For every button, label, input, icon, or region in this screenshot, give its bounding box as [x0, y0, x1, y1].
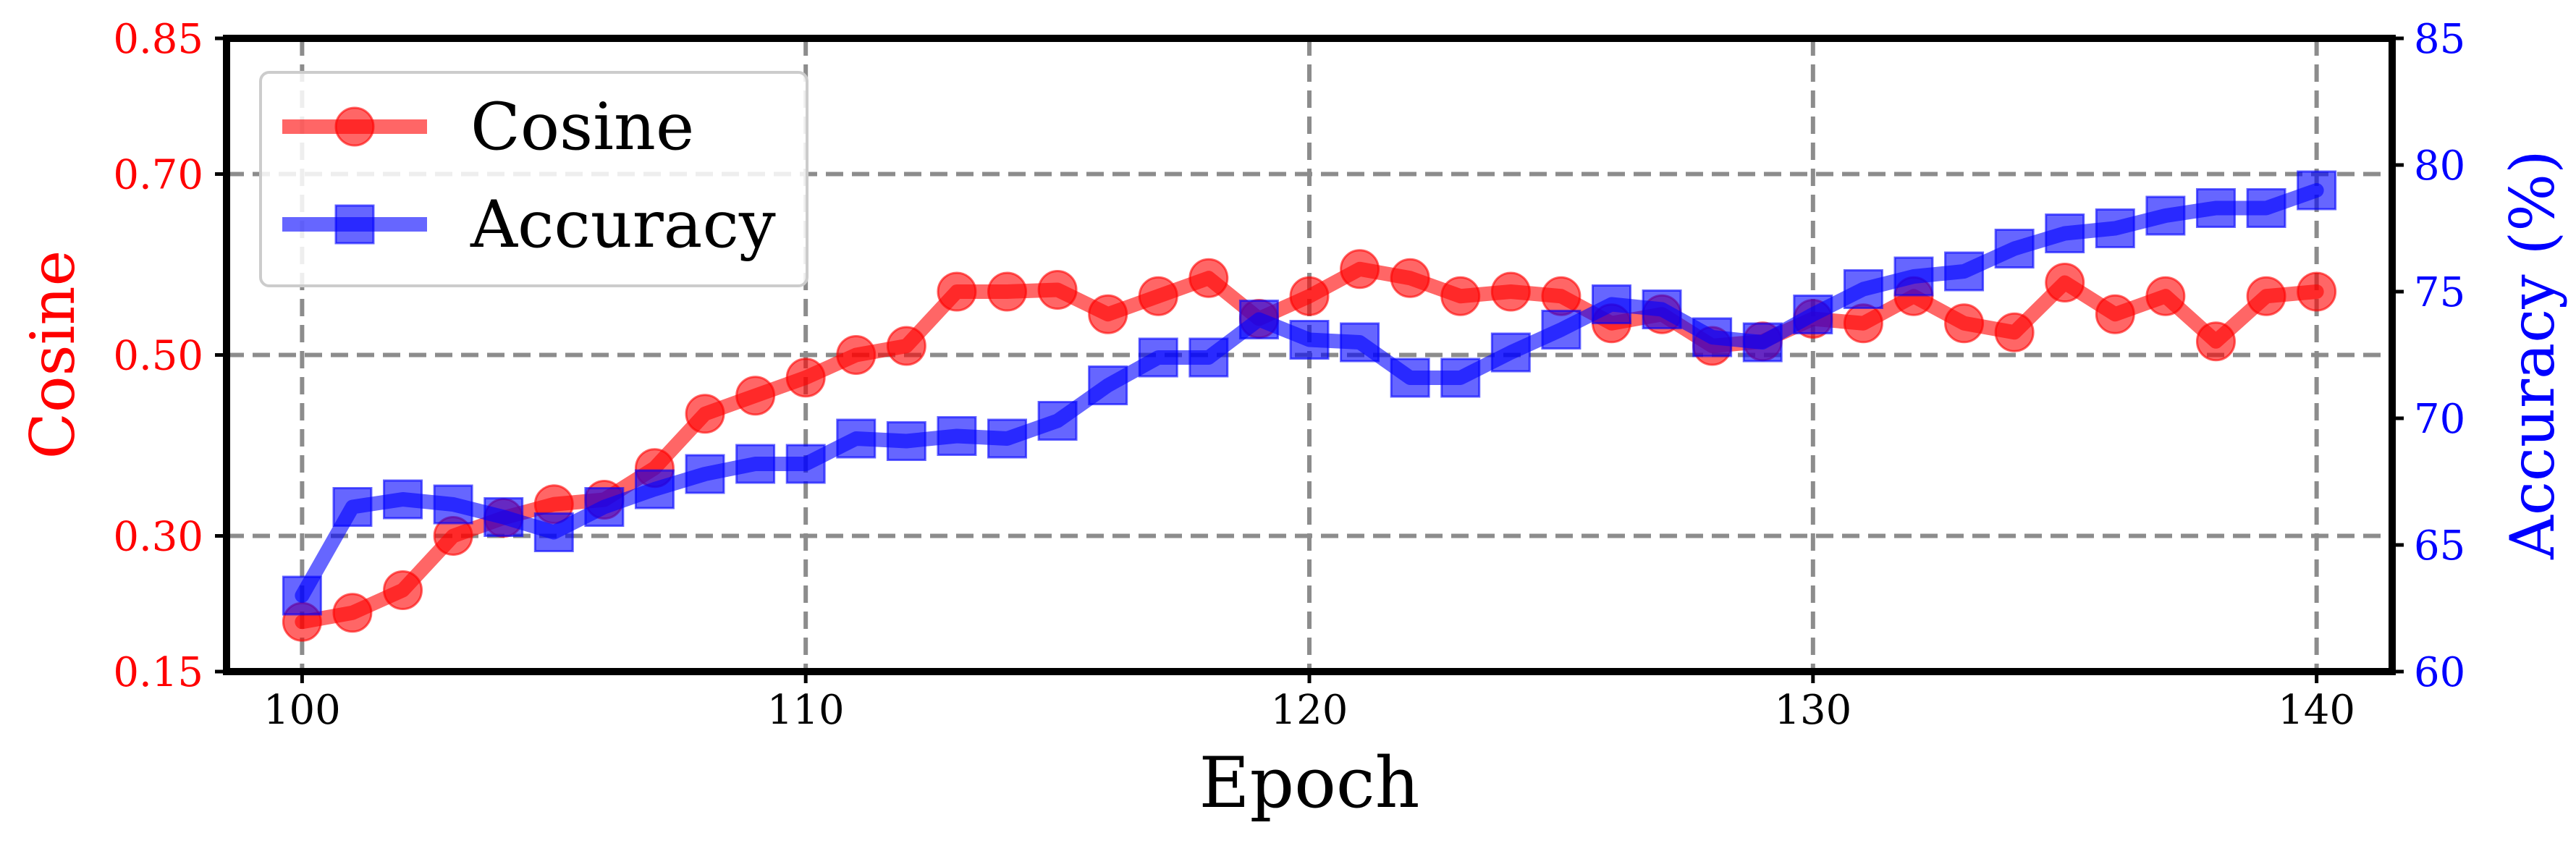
accuracy-point — [1793, 295, 1833, 334]
cosine-point — [1188, 258, 1229, 298]
accuracy-point — [634, 469, 675, 509]
x-tick-label: 140 — [2278, 687, 2355, 734]
left-tick-label: 0.15 — [113, 649, 203, 696]
accuracy-point — [785, 444, 826, 484]
accuracy-point — [836, 418, 877, 459]
cosine-point — [937, 271, 977, 312]
accuracy-point — [1037, 401, 1078, 441]
x-tick-label: 130 — [1774, 687, 1851, 734]
accuracy-point — [483, 497, 524, 537]
accuracy-point — [1843, 269, 1883, 309]
legend-accuracy-marker — [334, 204, 375, 245]
accuracy-point — [1238, 300, 1279, 339]
cosine-point — [1944, 303, 1985, 344]
right-tick-label: 85 — [2414, 16, 2465, 63]
accuracy-point — [1893, 256, 1934, 297]
cosine-point — [2145, 276, 2186, 316]
accuracy-point — [1088, 365, 1128, 405]
accuracy-point — [2045, 213, 2085, 253]
accuracy-point — [987, 418, 1028, 459]
legend: Cosine Accuracy — [259, 71, 808, 287]
cosine-point — [1088, 294, 1128, 334]
x-tick-label: 100 — [263, 687, 341, 734]
right-tick-label: 70 — [2414, 396, 2465, 443]
right-tick-label: 60 — [2414, 649, 2465, 696]
accuracy-point — [1944, 251, 1985, 292]
cosine-point — [1843, 303, 1883, 344]
accuracy-point — [1642, 289, 1682, 329]
accuracy-point — [1742, 322, 1783, 363]
accuracy-point — [2145, 195, 2186, 236]
cosine-point — [785, 358, 826, 398]
accuracy-point — [1440, 358, 1481, 398]
left-tick-label: 0.30 — [113, 514, 203, 561]
accuracy-point — [886, 421, 926, 461]
legend-accuracy-label: Accuracy — [470, 187, 776, 263]
accuracy-point — [2095, 208, 2135, 248]
cosine-point — [987, 271, 1028, 312]
cosine-point — [1440, 276, 1481, 316]
cosine-point — [383, 570, 423, 610]
accuracy-point — [584, 487, 625, 527]
cosine-point — [836, 335, 877, 375]
cosine-point — [1138, 276, 1178, 316]
accuracy-point — [1390, 358, 1430, 398]
x-tick-label: 120 — [1271, 687, 1348, 734]
cosine-point — [2195, 321, 2236, 362]
axis-ticks: 100 110 120 130 140 0.15 0.30 0.50 0.70 0.85 60 65 7… — [113, 16, 2465, 734]
accuracy-point — [2297, 170, 2337, 211]
left-tick-label: 0.70 — [113, 152, 203, 199]
cosine-point — [2246, 276, 2286, 316]
cosine-point — [1390, 258, 1430, 298]
cosine-point — [735, 376, 776, 416]
plot-series — [282, 170, 2337, 642]
left-axis-label: Cosine — [17, 250, 88, 460]
accuracy-point — [1541, 310, 1582, 350]
x-axis-label: Epoch — [1199, 743, 1420, 824]
right-tick-label: 75 — [2414, 269, 2465, 316]
accuracy-point — [282, 575, 322, 616]
cosine-point — [1340, 249, 1380, 289]
accuracy-point — [1591, 284, 1631, 324]
left-tick-label: 0.50 — [113, 333, 203, 380]
x-tick-label: 110 — [767, 687, 845, 734]
accuracy-point — [433, 484, 473, 525]
cosine-point — [685, 394, 725, 434]
accuracy-point — [1138, 337, 1178, 378]
accuracy-point — [383, 479, 423, 520]
accuracy-point — [1994, 229, 2035, 268]
accuracy-point — [533, 512, 574, 552]
accuracy-point — [1188, 337, 1229, 378]
accuracy-point — [735, 444, 776, 484]
cosine-point — [2045, 263, 2085, 303]
accuracy-point — [1340, 322, 1380, 363]
cosine-point — [2095, 294, 2135, 334]
accuracy-point — [2195, 188, 2236, 228]
accuracy-point — [332, 487, 373, 527]
accuracy-point — [1692, 317, 1733, 358]
cosine-point — [2297, 271, 2337, 312]
cosine-point — [1490, 271, 1531, 312]
accuracy-point — [1289, 320, 1330, 360]
accuracy-point — [685, 454, 725, 494]
left-tick-label: 0.85 — [113, 16, 203, 63]
cosine-point — [886, 326, 926, 366]
legend-cosine-marker — [334, 106, 375, 147]
cosine-point — [1994, 312, 2035, 352]
cosine-point — [1541, 276, 1582, 316]
right-axis-label: Accuracy (%) — [2497, 150, 2568, 560]
right-tick-label: 80 — [2414, 143, 2465, 190]
cosine-point — [332, 593, 373, 633]
accuracy-point — [1490, 332, 1531, 373]
legend-cosine-label: Cosine — [470, 89, 694, 165]
cosine-point — [1289, 276, 1330, 316]
accuracy-point — [937, 416, 977, 456]
cosine-point — [1037, 270, 1078, 310]
accuracy-point — [2246, 188, 2286, 228]
right-tick-label: 65 — [2414, 523, 2465, 570]
